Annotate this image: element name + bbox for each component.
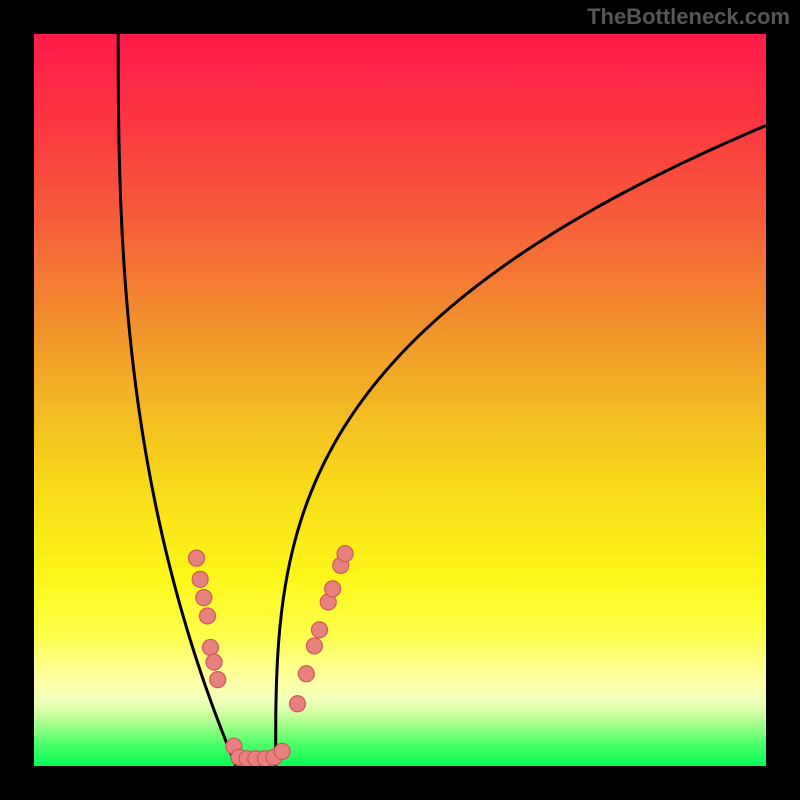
data-point: [274, 743, 290, 759]
chart-plot-area: [34, 34, 766, 766]
data-point-markers: [189, 546, 354, 766]
chart-overlay: [34, 34, 766, 766]
data-point: [337, 546, 353, 562]
data-point: [306, 638, 322, 654]
data-point: [290, 696, 306, 712]
data-point: [199, 608, 215, 624]
data-point: [206, 654, 222, 670]
data-point: [202, 639, 218, 655]
data-point: [325, 581, 341, 597]
data-point: [192, 571, 208, 587]
bottleneck-curve-right: [276, 126, 766, 767]
data-point: [210, 672, 226, 688]
data-point: [196, 590, 212, 606]
watermark: TheBottleneck.com: [587, 4, 790, 30]
data-point: [298, 666, 314, 682]
data-point: [311, 622, 327, 638]
data-point: [189, 550, 205, 566]
